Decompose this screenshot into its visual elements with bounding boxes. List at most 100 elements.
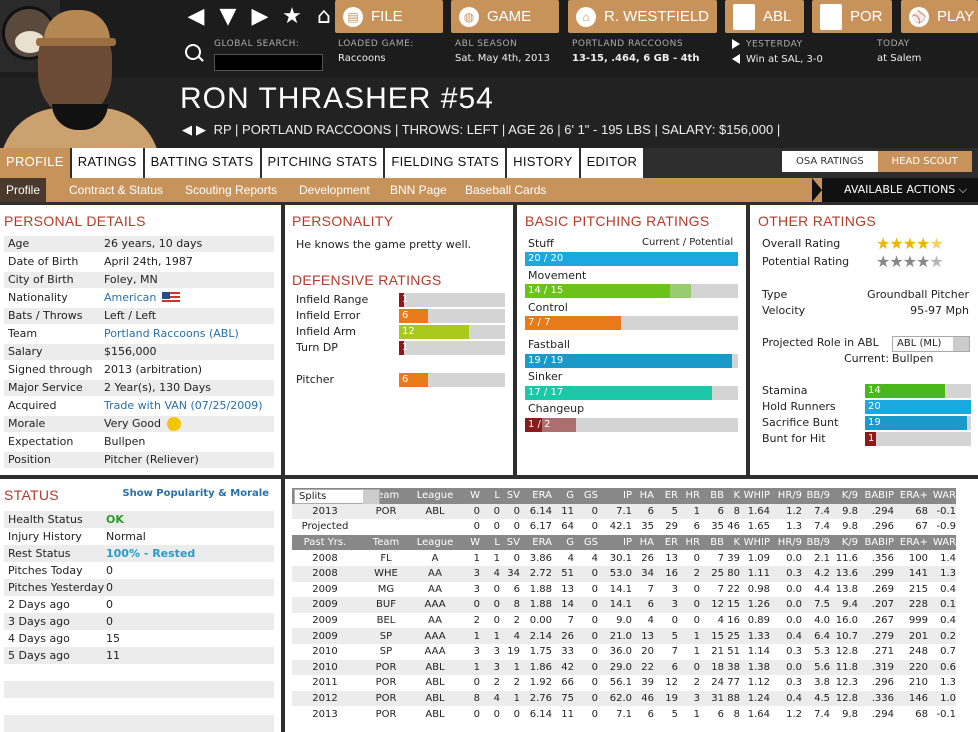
osa-ratings-toggle[interactable]: OSA RATINGS: [782, 151, 878, 172]
search-icon[interactable]: [185, 44, 201, 60]
stats-cell: 13: [665, 552, 678, 564]
stats-cell: 1.3: [940, 677, 956, 689]
stats-row: 2011 POR ABL 0 2 2 1.92 66 0 56.1 39 12 2 24 77 1.12 0.3…: [292, 675, 956, 691]
stats-cell: 1.3: [786, 521, 802, 533]
subnav-baseball-cards[interactable]: Baseball Cards: [465, 183, 547, 197]
forward-arrow-icon[interactable]: ▶: [251, 4, 269, 29]
stats-cell: 13: [632, 628, 654, 644]
stats-cell: 6.14: [529, 708, 552, 720]
file-button[interactable]: ▤ FILE: [335, 0, 443, 33]
stats-cell: 0: [591, 677, 598, 689]
stats-cell: 5: [654, 503, 678, 520]
stats-cell: 0: [693, 615, 700, 627]
team-record[interactable]: PORTLAND RACCOONS 13-15, .464, 6 GB - 4th: [572, 39, 700, 64]
stats-cell: 11.8: [830, 659, 858, 676]
manager-button[interactable]: ⌂ R. WESTFIELD: [568, 0, 717, 33]
other-rating-bar: 19: [865, 416, 971, 430]
player-name: RON THRASHER #54: [180, 82, 494, 115]
stats-cell: 46: [632, 690, 654, 707]
stats-cell: 0: [591, 521, 598, 533]
tab-editor[interactable]: EDITOR: [580, 148, 644, 178]
back-arrow-icon[interactable]: ◀: [187, 4, 205, 29]
detail-row: Morale Very Good: [4, 416, 274, 432]
game-button[interactable]: ◍ GAME: [451, 0, 559, 33]
subnav-bnn-page[interactable]: BNN Page: [390, 183, 447, 197]
stats-cell: W: [456, 488, 480, 504]
stats-row: 2009 MG AA 3 0 6 1.88 13 0 14.1 7 3 0 7 22 0.98 0.0 4.4 13…: [292, 582, 956, 598]
tab-pitching-stats[interactable]: PITCHING STATS: [261, 148, 384, 178]
stats-cell: 2012: [292, 690, 358, 707]
play-button[interactable]: ⚾ PLAY: [901, 0, 978, 33]
star-icon: ★: [889, 234, 903, 253]
subnav-profile[interactable]: Profile: [0, 178, 47, 202]
stats-cell: 1: [480, 628, 500, 644]
stats-cell: 1.4: [940, 552, 956, 564]
stats-cell: 39: [641, 677, 654, 689]
star-icon[interactable]: ★: [282, 4, 302, 29]
team-button[interactable]: POR: [812, 0, 892, 33]
stats-cell: 62.0: [598, 690, 632, 707]
next-arrow-icon[interactable]: [732, 39, 740, 49]
personal-details-panel: PERSONAL DETAILS Age 26 years, 10 days Da…: [0, 205, 281, 475]
subnav-scouting-reports[interactable]: Scouting Reports: [185, 183, 278, 197]
stats-cell: 14.1: [598, 597, 632, 613]
nationality-link[interactable]: American: [104, 291, 157, 304]
stats-cell: 4.5: [802, 690, 830, 707]
stats-cell: .299: [858, 565, 894, 582]
stats-cell: ERA: [520, 488, 552, 504]
stats-cell: 16: [727, 615, 740, 627]
yesterday-result[interactable]: YESTERDAY Win at SAL, 3-0: [732, 39, 823, 65]
stats-cell: 5.3: [814, 646, 830, 658]
pitch-bar: 17 / 17: [525, 386, 738, 400]
potential-rating-stars: ★★★★★: [876, 252, 944, 271]
stats-cell: 51: [552, 565, 574, 582]
stats-cell: SP: [358, 628, 414, 644]
tab-profile[interactable]: PROFILE: [0, 148, 70, 178]
prev-arrow-icon[interactable]: [732, 53, 740, 64]
stats-cell: 21.0: [598, 628, 632, 644]
subnav-development[interactable]: Development: [299, 183, 370, 197]
stats-row: 2009 SP AAA 1 1 4 2.14 26 0 21.0 13 5 1 15 25 1.33 0.4 6.…: [292, 628, 956, 644]
trade-link[interactable]: Trade with VAN (07/25/2009): [104, 399, 263, 412]
league-logo-icon: [733, 3, 755, 30]
home-icon[interactable]: ⌂: [317, 4, 331, 29]
stats-cell: 6.17: [529, 521, 552, 533]
prev-player-icon[interactable]: ◀: [182, 122, 192, 137]
stats-cell: 16: [654, 565, 678, 582]
stats-cell: 3: [473, 583, 480, 595]
star-icon: ★: [929, 252, 943, 271]
other-rating-bar: 14: [865, 384, 971, 398]
tab-ratings[interactable]: RATINGS: [71, 148, 143, 178]
tab-history[interactable]: HISTORY: [507, 148, 579, 178]
stats-cell: 13: [561, 583, 574, 595]
stats-cell: POR: [358, 659, 414, 676]
next-player-icon[interactable]: ▶: [196, 122, 206, 137]
stats-cell: .294: [858, 503, 894, 520]
stats-cell: 56.1: [609, 677, 632, 689]
today-game[interactable]: TODAY at Salem: [877, 39, 922, 64]
show-popularity-link[interactable]: Show Popularity & Morale: [122, 488, 269, 499]
stats-cell: 7: [717, 583, 724, 595]
stats-row: Past Yrs. Team League W L SV ERA G GS IP HA ER HR BB K…: [292, 534, 956, 551]
stats-cell: 11: [561, 708, 574, 720]
stats-cell: 42: [552, 659, 574, 676]
stats-cell: IP: [598, 534, 632, 551]
head-scout-toggle[interactable]: HEAD SCOUT: [877, 151, 972, 172]
subnav-contract-status[interactable]: Contract & Status: [69, 183, 164, 197]
league-level-select[interactable]: ABL (ML): [892, 336, 970, 352]
stats-cell: 4.0: [814, 615, 830, 627]
other-ratings-panel: OTHER RATINGS Overall Rating ★★★★★ Poten…: [750, 205, 978, 475]
league-button[interactable]: ABL: [725, 0, 804, 33]
global-search-input[interactable]: [214, 54, 323, 71]
stats-cell: 2009: [312, 583, 338, 595]
dropdown-arrow-icon[interactable]: ▼: [219, 4, 237, 29]
house-icon: ⌂: [576, 6, 596, 27]
splits-select[interactable]: Splits: [294, 489, 380, 504]
tab-fielding-stats[interactable]: FIELDING STATS: [385, 148, 506, 178]
sub-navigation: Profile Contract & Status Scouting Repor…: [0, 178, 978, 202]
team-link[interactable]: Portland Raccoons (ABL): [104, 327, 239, 340]
stats-cell: 228: [894, 597, 928, 613]
tab-batting-stats[interactable]: BATTING STATS: [144, 148, 260, 178]
available-actions-button[interactable]: AVAILABLE ACTIONS ⌵: [812, 178, 978, 202]
stats-cell: 9.8: [842, 708, 858, 720]
